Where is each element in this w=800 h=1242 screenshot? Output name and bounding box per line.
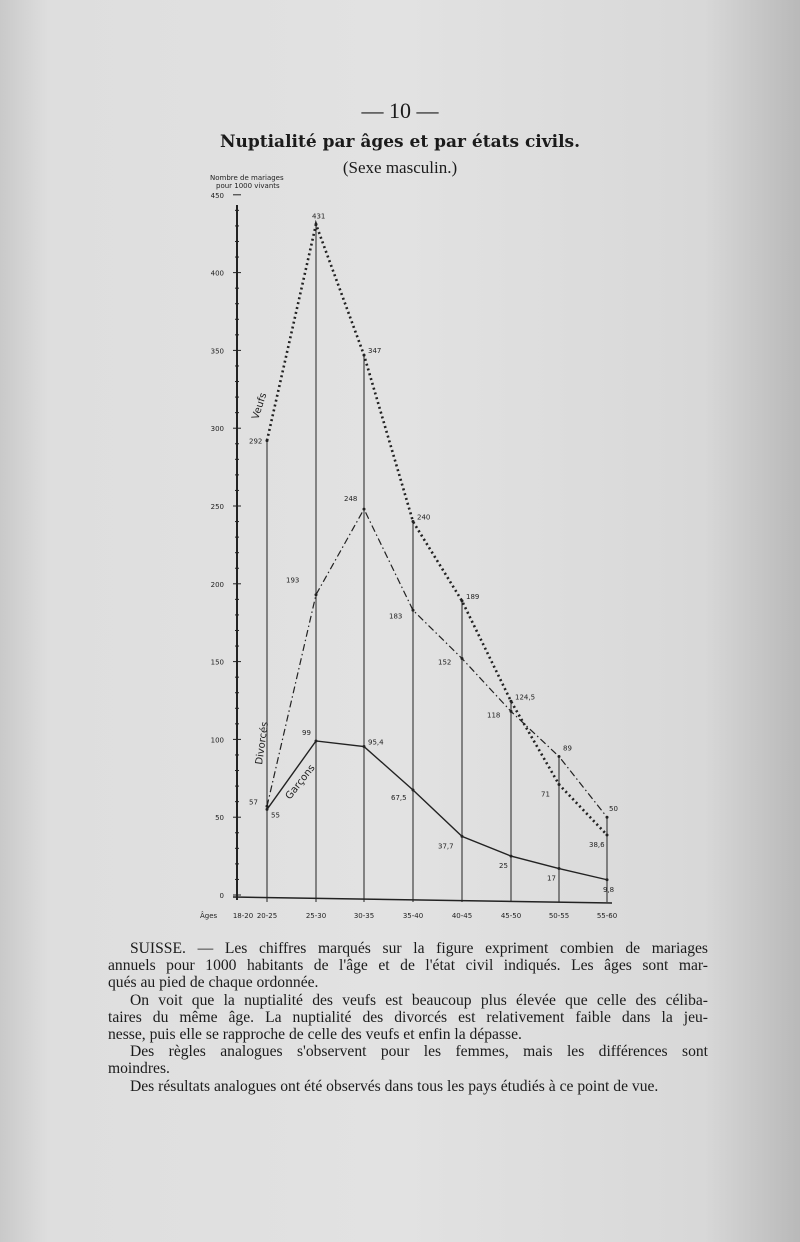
y-tick-label: 300 bbox=[211, 425, 224, 433]
x-tick-label: 50-55 bbox=[549, 912, 569, 920]
data-label: 71 bbox=[541, 791, 550, 799]
data-point bbox=[509, 699, 513, 703]
data-point bbox=[314, 593, 318, 597]
data-label: 89 bbox=[563, 745, 572, 753]
y-axis-label: Nombre de mariages bbox=[210, 174, 284, 182]
data-label: 193 bbox=[286, 577, 299, 585]
data-point bbox=[605, 833, 609, 837]
y-tick-label: 0 bbox=[220, 892, 224, 900]
caption-line: annuels pour 1000 habitants de l'âge et … bbox=[108, 957, 708, 975]
data-point bbox=[557, 783, 561, 787]
x-axis bbox=[232, 896, 613, 904]
data-label: 17 bbox=[547, 875, 556, 883]
data-point bbox=[605, 815, 609, 819]
x-tick-label: 45-50 bbox=[501, 912, 521, 920]
chart-title: Nuptialité par âges et par états civils. bbox=[219, 132, 581, 152]
y-axis-label: pour 1000 vivants bbox=[216, 182, 280, 190]
data-label: 95,4 bbox=[368, 739, 384, 747]
y-tick-label: 150 bbox=[211, 659, 224, 667]
y-tick-label: 250 bbox=[211, 503, 224, 511]
data-point bbox=[460, 599, 464, 603]
caption-line: taires du même âge. La nuptialité des di… bbox=[108, 1008, 708, 1026]
caption-line: nesse, puis elle se rapproche de celle d… bbox=[108, 1026, 522, 1044]
data-label: 55 bbox=[271, 811, 280, 819]
x-axis-label: Âges bbox=[200, 911, 218, 920]
data-label: 37,7 bbox=[438, 842, 454, 850]
series-name: Veufs bbox=[250, 392, 269, 421]
data-point bbox=[314, 739, 318, 743]
data-point bbox=[509, 709, 513, 713]
y-tick-label: 200 bbox=[211, 581, 224, 589]
data-label: 431 bbox=[312, 212, 325, 220]
x-tick-label: 30-35 bbox=[354, 912, 374, 920]
data-label: 38,6 bbox=[589, 841, 605, 849]
data-point bbox=[265, 439, 269, 443]
data-label: 248 bbox=[344, 495, 357, 503]
data-point bbox=[460, 656, 464, 660]
data-label: 189 bbox=[466, 593, 479, 601]
y-tick-label: 350 bbox=[211, 347, 224, 355]
series-line-veufs bbox=[265, 219, 608, 836]
y-tick-label: 100 bbox=[211, 736, 224, 744]
caption-line: SUISSE. — Les chiffres marqués sur la fi… bbox=[130, 940, 708, 957]
data-point bbox=[460, 834, 464, 838]
data-label: 124,5 bbox=[515, 693, 535, 701]
data-point bbox=[509, 854, 513, 858]
data-point bbox=[411, 608, 415, 612]
data-point bbox=[557, 755, 561, 759]
x-tick-label: 40-45 bbox=[452, 912, 472, 920]
data-point bbox=[605, 878, 609, 882]
data-label: 152 bbox=[438, 658, 451, 666]
caption-line: Des résultats analogues ont été observés… bbox=[130, 1077, 659, 1095]
data-label: 57 bbox=[249, 798, 258, 806]
data-label: 118 bbox=[487, 711, 500, 719]
data-point bbox=[411, 788, 415, 792]
caption-line: Des règles analogues s'observent pour le… bbox=[130, 1043, 708, 1061]
y-tick-label: 450 bbox=[211, 192, 224, 200]
data-point bbox=[265, 807, 269, 811]
chart: 0 50 100 150 200 250 300 350 400 450 Nombre de mar… bbox=[200, 174, 618, 920]
data-label: 50 bbox=[609, 805, 618, 813]
data-point bbox=[411, 520, 415, 524]
caption-line: qués au pied de chaque ordonnée. bbox=[108, 974, 319, 992]
data-point bbox=[362, 507, 366, 511]
series-line-garçons bbox=[266, 740, 608, 881]
data-point bbox=[362, 745, 366, 749]
data-point bbox=[557, 867, 561, 871]
data-label: 9,8 bbox=[603, 886, 614, 894]
series-name: Garçons bbox=[284, 763, 318, 802]
data-point bbox=[362, 353, 366, 357]
data-point bbox=[265, 804, 269, 808]
data-label: 25 bbox=[499, 862, 508, 870]
caption-line: moindres. bbox=[108, 1060, 170, 1078]
x-tick-label: 18-20 bbox=[233, 912, 253, 920]
data-label: 347 bbox=[368, 347, 381, 355]
x-tick-label: 35-40 bbox=[403, 912, 423, 920]
x-tick-label: 25-30 bbox=[306, 912, 326, 920]
series-name: Divorcés bbox=[253, 721, 271, 766]
data-label: 292 bbox=[249, 438, 262, 446]
data-label: 67,5 bbox=[391, 794, 407, 802]
chart-subtitle: (Sexe masculin.) bbox=[342, 158, 458, 177]
page-number: — 10 — bbox=[361, 98, 439, 123]
y-tick-label: 400 bbox=[211, 270, 224, 278]
x-tick-label: 20-25 bbox=[257, 912, 277, 920]
caption: SUISSE. — Les chiffres marqués sur la fi… bbox=[108, 940, 708, 1095]
data-label: 240 bbox=[417, 514, 430, 522]
series-line-divorcés bbox=[266, 507, 608, 818]
y-tick-label: 50 bbox=[215, 814, 224, 822]
data-label: 183 bbox=[389, 612, 402, 620]
x-tick-label: 55-60 bbox=[597, 912, 617, 920]
data-point bbox=[314, 222, 318, 226]
data-label: 99 bbox=[302, 729, 311, 737]
caption-line: On voit que la nuptialité des veufs est … bbox=[130, 991, 708, 1009]
